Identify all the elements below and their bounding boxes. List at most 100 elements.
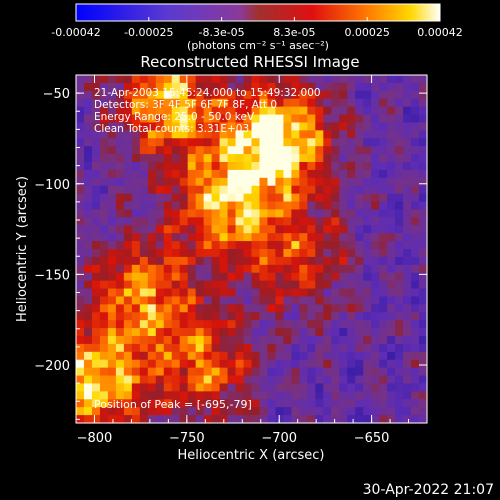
heatmap-cell xyxy=(259,225,269,234)
heatmap-cell xyxy=(267,296,277,305)
heatmap-cell xyxy=(211,114,221,124)
heatmap-cell xyxy=(147,383,157,392)
heatmap-cell xyxy=(419,98,428,108)
heatmap-cell xyxy=(411,154,420,163)
heatmap-cell xyxy=(83,391,93,400)
heatmap-cell xyxy=(371,217,380,226)
heatmap-cell xyxy=(147,82,157,92)
heatmap-cell xyxy=(195,177,205,187)
heatmap-cell xyxy=(76,122,85,131)
heatmap-cell xyxy=(147,225,157,234)
heatmap-cell xyxy=(347,98,356,108)
heatmap-cell xyxy=(291,320,300,329)
heatmap-cell xyxy=(131,114,141,124)
heatmap-cell xyxy=(123,367,133,377)
heatmap-cell xyxy=(291,90,300,100)
heatmap-cell xyxy=(195,375,205,385)
heatmap-cell xyxy=(363,367,372,377)
heatmap-cell xyxy=(187,375,197,385)
heatmap-cell xyxy=(171,146,181,155)
heatmap-cell xyxy=(219,233,229,242)
heatmap-cell xyxy=(99,106,109,116)
heatmap-cell xyxy=(171,304,181,313)
heatmap-cell xyxy=(163,185,173,195)
heatmap-cell xyxy=(339,383,348,392)
heatmap-cell xyxy=(363,201,372,211)
heatmap-cell xyxy=(163,82,173,92)
heatmap-cell xyxy=(347,162,356,171)
heatmap-cell xyxy=(211,249,221,258)
heatmap-cell xyxy=(227,241,237,250)
heatmap-cell xyxy=(411,193,420,203)
heatmap-cell xyxy=(323,320,332,329)
heatmap-cell xyxy=(403,320,412,329)
heatmap-cell xyxy=(76,399,85,408)
heatmap-cell xyxy=(395,233,404,242)
heatmap-cell xyxy=(107,233,117,242)
heatmap-cell xyxy=(99,407,109,416)
heatmap-cell xyxy=(363,272,372,282)
heatmap-cell xyxy=(139,264,149,274)
heatmap-cell xyxy=(259,383,269,392)
heatmap-cell xyxy=(267,280,277,290)
heatmap-cell xyxy=(163,90,173,100)
heatmap-cell xyxy=(379,328,388,337)
heatmap-cell xyxy=(195,233,205,242)
heatmap-cell xyxy=(131,185,141,195)
heatmap-cell xyxy=(211,98,221,108)
heatmap-cell xyxy=(235,225,245,234)
heatmap-cell xyxy=(403,162,412,171)
heatmap-cell xyxy=(395,241,404,250)
heatmap-cell xyxy=(243,351,253,361)
heatmap-cell xyxy=(355,343,364,353)
x-tick-label: −800 xyxy=(77,431,113,446)
heatmap-cell xyxy=(187,288,197,298)
heatmap-cell xyxy=(203,90,213,100)
heatmap-cell xyxy=(99,256,109,266)
y-tick-label: −150 xyxy=(34,268,70,283)
heatmap-cell xyxy=(371,98,380,108)
heatmap-cell xyxy=(171,415,181,424)
heatmap-cell xyxy=(163,169,173,179)
heatmap-cell xyxy=(147,138,157,147)
heatmap-cell xyxy=(331,82,340,92)
heatmap-cell xyxy=(131,217,141,226)
heatmap-cell xyxy=(307,138,316,147)
heatmap-cell xyxy=(251,312,261,321)
heatmap-cell xyxy=(347,169,356,179)
heatmap-cell xyxy=(347,391,356,400)
heatmap-cell xyxy=(283,359,292,369)
heatmap-cell xyxy=(91,98,101,108)
heatmap-cell xyxy=(171,162,181,171)
heatmap-cell xyxy=(291,225,300,234)
heatmap-cell xyxy=(163,304,173,313)
heatmap-cell xyxy=(83,272,93,282)
heatmap-cell xyxy=(76,75,85,84)
heatmap-cell xyxy=(91,320,101,329)
x-tick-label: −750 xyxy=(169,431,205,446)
heatmap-cell xyxy=(251,343,261,353)
heatmap-cell xyxy=(203,82,213,92)
heatmap-cell xyxy=(251,359,261,369)
heatmap-cell xyxy=(227,90,237,100)
heatmap-cell xyxy=(107,280,117,290)
heatmap-cell xyxy=(283,383,292,392)
heatmap-cell xyxy=(147,241,157,250)
heatmap-cell xyxy=(211,296,221,305)
heatmap-cell xyxy=(115,209,125,218)
heatmap-cell xyxy=(387,280,396,290)
heatmap-cell xyxy=(83,328,93,337)
heatmap-cell xyxy=(139,209,149,218)
heatmap-cell xyxy=(203,272,213,282)
heatmap-cell xyxy=(355,154,364,163)
heatmap-cell xyxy=(115,185,125,195)
heatmap-cell xyxy=(331,201,340,211)
heatmap-cell xyxy=(267,391,277,400)
heatmap-cell xyxy=(211,280,221,290)
heatmap-cell xyxy=(91,328,101,337)
heatmap-cell xyxy=(291,415,300,424)
heatmap-cell xyxy=(355,209,364,218)
heatmap-cell xyxy=(267,351,277,361)
heatmap-cell xyxy=(115,114,125,124)
heatmap-cell xyxy=(76,90,85,100)
